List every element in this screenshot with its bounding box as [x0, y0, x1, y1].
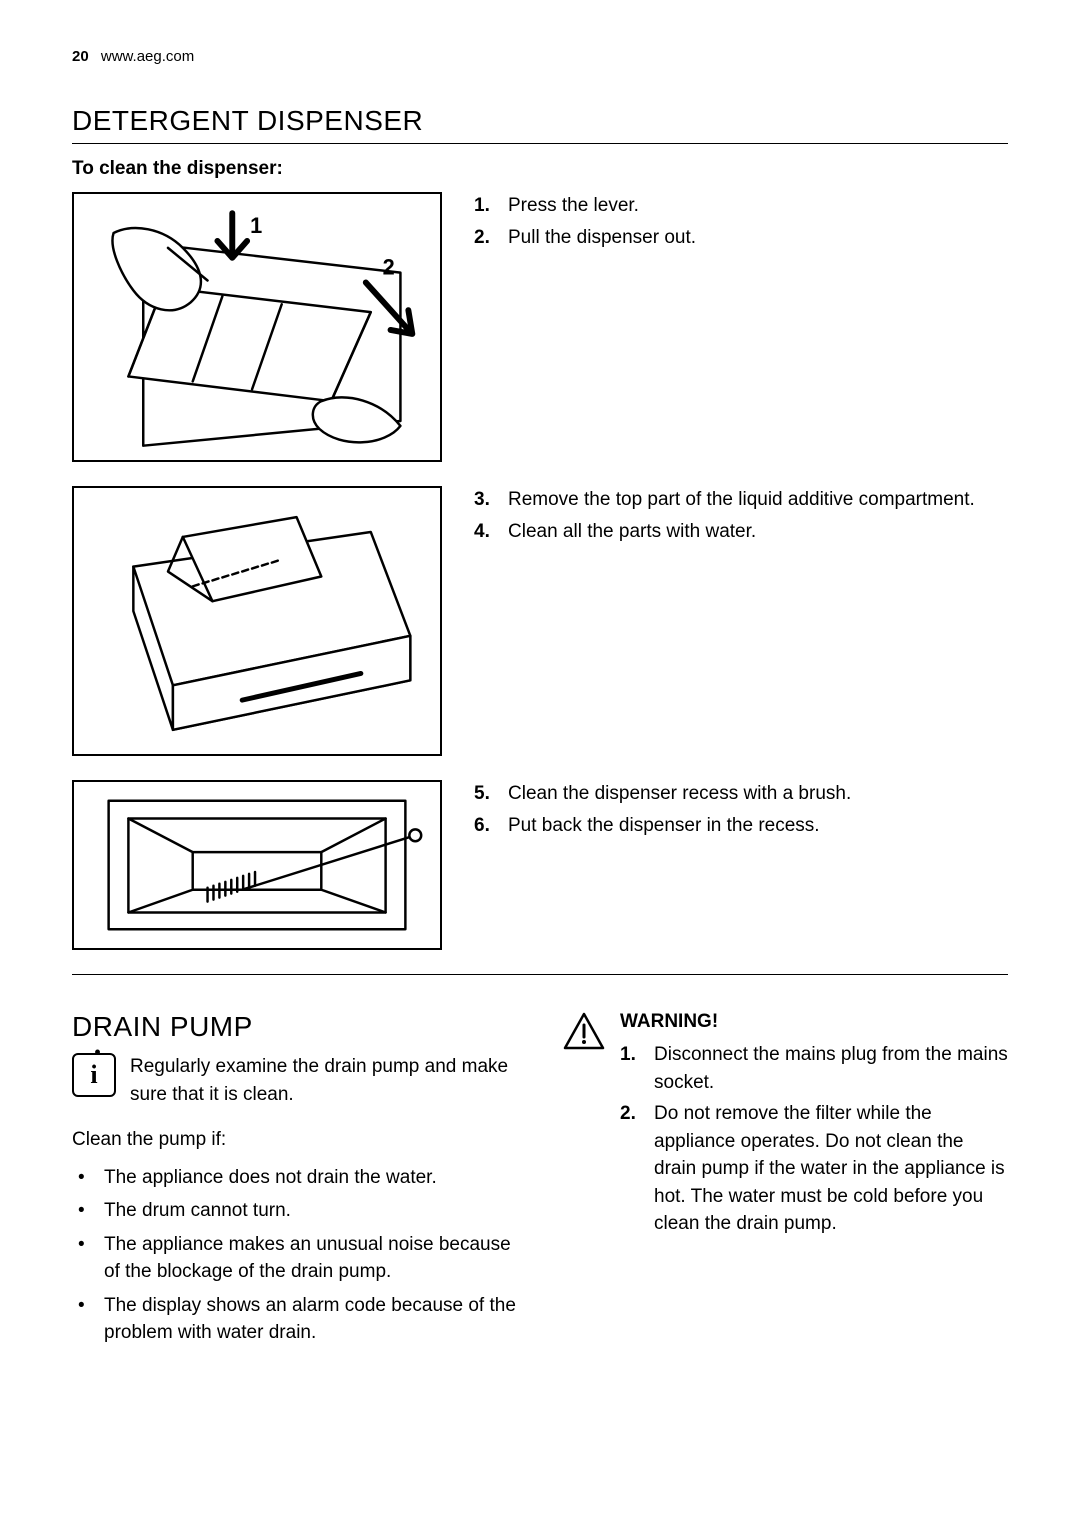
drain-pump-section: DRAIN PUMP i Regularly examine the drain… — [72, 1011, 1008, 1353]
bullet-text: The drum cannot turn. — [104, 1197, 291, 1225]
step-text: Put back the dispenser in the recess. — [508, 812, 1008, 840]
dispenser-row-1: 1 2 1.Press the lever. 2.Pull the dispen… — [72, 192, 1008, 462]
dispenser-steps-2: 3.Remove the top part of the liquid addi… — [474, 486, 1008, 545]
step-text: Remove the top part of the liquid additi… — [508, 486, 1008, 514]
drain-pump-intro: Clean the pump if: — [72, 1126, 518, 1154]
step-num: 3. — [474, 486, 508, 514]
step-text: Pull the dispenser out. — [508, 224, 1008, 252]
warning-block: WARNING! 1.Disconnect the mains plug fro… — [562, 1011, 1008, 1242]
figure-dispenser-step2 — [72, 486, 442, 756]
figure-dispenser-step1: 1 2 — [72, 192, 442, 462]
step-text: Disconnect the mains plug from the mains… — [654, 1041, 1008, 1096]
site-url: www.aeg.com — [101, 48, 194, 65]
section-title-drainpump: DRAIN PUMP — [72, 1011, 518, 1043]
step-text: Clean the dispenser recess with a brush. — [508, 780, 1008, 808]
section-title-dispenser: DETERGENT DISPENSER — [72, 105, 1008, 137]
info-block: i Regularly examine the drain pump and m… — [72, 1053, 518, 1108]
step-text: Press the lever. — [508, 192, 1008, 220]
figure1-callout-2: 2 — [383, 255, 395, 280]
dispenser-subhead: To clean the dispenser: — [72, 158, 1008, 180]
section-rule — [72, 143, 1008, 144]
warning-icon — [562, 1011, 606, 1051]
bullet-text: The appliance does not drain the water. — [104, 1164, 437, 1192]
dispenser-figure-3-svg — [74, 780, 440, 950]
drain-pump-left: DRAIN PUMP i Regularly examine the drain… — [72, 1011, 518, 1353]
dispenser-row-3: 5.Clean the dispenser recess with a brus… — [72, 780, 1008, 950]
step-num: 2. — [620, 1100, 654, 1238]
warning-title: WARNING! — [620, 1011, 1008, 1033]
info-text: Regularly examine the drain pump and mak… — [130, 1053, 518, 1108]
drain-pump-bullets: The appliance does not drain the water. … — [72, 1164, 518, 1347]
page-header: 20 www.aeg.com — [72, 48, 1008, 65]
step-num: 2. — [474, 224, 508, 252]
step-num: 4. — [474, 518, 508, 546]
dispenser-figure-2-svg — [74, 486, 440, 756]
warning-steps: 1.Disconnect the mains plug from the mai… — [620, 1041, 1008, 1238]
bullet-text: The appliance makes an unusual noise bec… — [104, 1231, 518, 1286]
step-num: 1. — [620, 1041, 654, 1096]
info-icon: i — [72, 1053, 116, 1097]
step-text: Clean all the parts with water. — [508, 518, 1008, 546]
page-number: 20 — [72, 48, 89, 65]
drain-pump-right: WARNING! 1.Disconnect the mains plug fro… — [562, 1011, 1008, 1353]
dispenser-steps-3: 5.Clean the dispenser recess with a brus… — [474, 780, 1008, 839]
figure1-callout-1: 1 — [250, 213, 262, 238]
figure-dispenser-step3 — [72, 780, 442, 950]
step-num: 6. — [474, 812, 508, 840]
section-rule — [72, 974, 1008, 975]
dispenser-row-2: 3.Remove the top part of the liquid addi… — [72, 486, 1008, 756]
dispenser-figure-1-svg: 1 2 — [74, 192, 440, 462]
step-num: 1. — [474, 192, 508, 220]
step-text: Do not remove the filter while the appli… — [654, 1100, 1008, 1238]
dispenser-steps-1: 1.Press the lever. 2.Pull the dispenser … — [474, 192, 1008, 251]
bullet-text: The display shows an alarm code because … — [104, 1292, 518, 1347]
step-num: 5. — [474, 780, 508, 808]
